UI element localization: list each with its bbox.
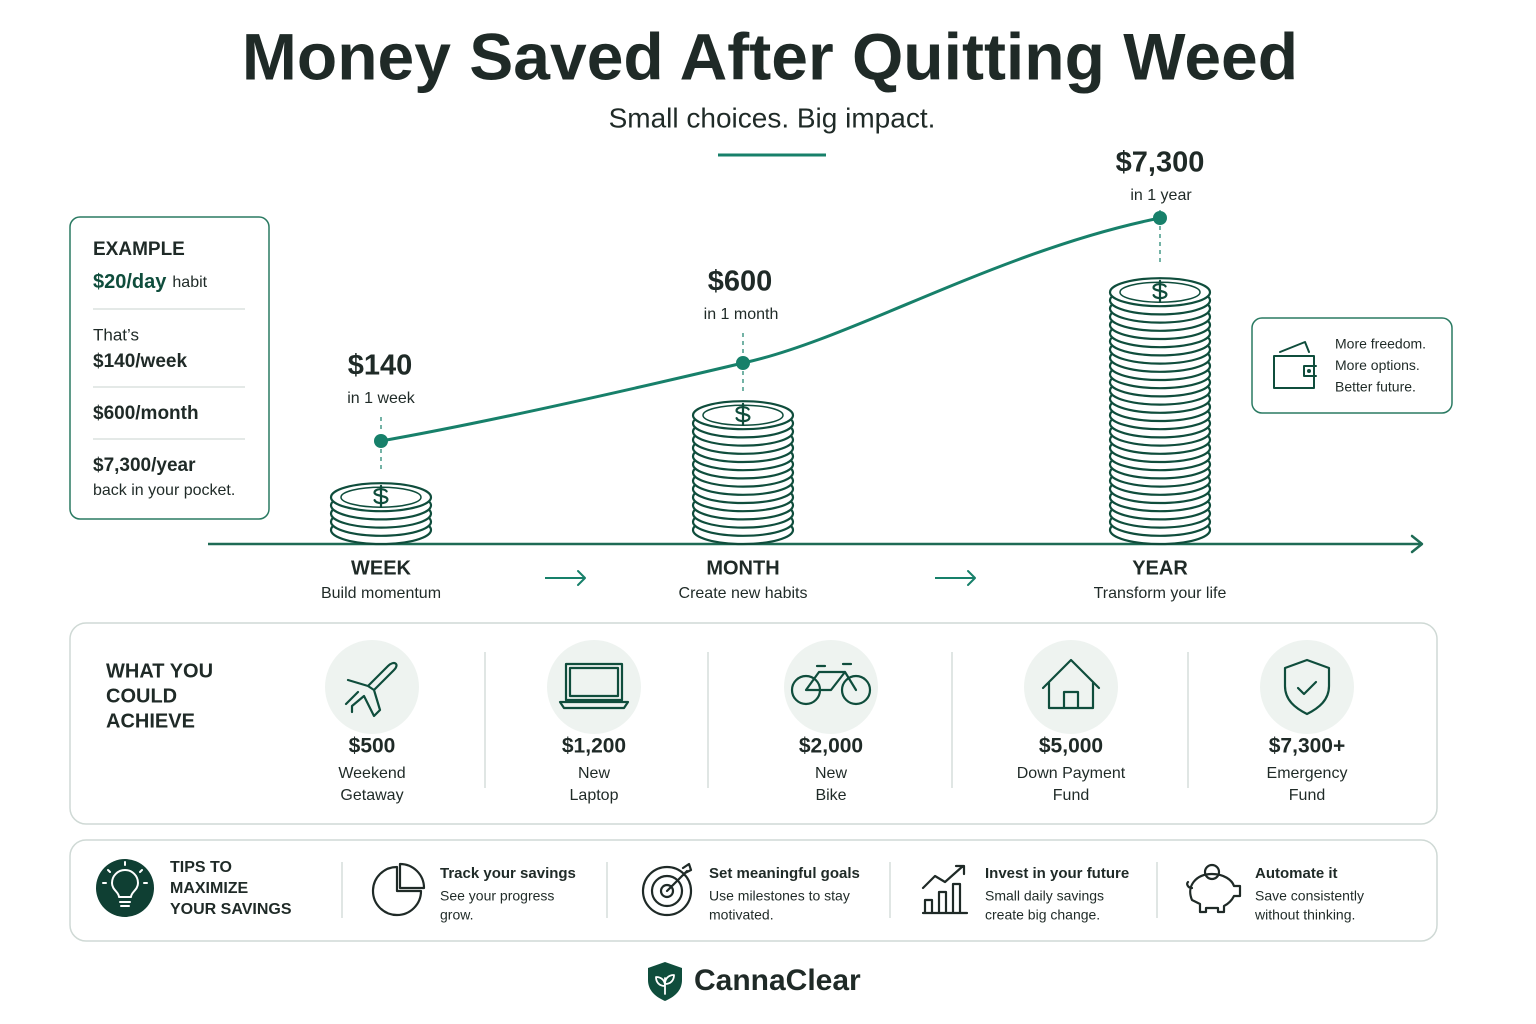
dollar-sign [735, 402, 751, 426]
brand-leaf [655, 974, 675, 995]
achieve-icon-bg [1024, 640, 1118, 734]
achieve-amount: $500 [349, 735, 396, 758]
achieve-title: ACHIEVE [106, 710, 195, 732]
achieve-icon [1283, 658, 1331, 716]
milestone-amount: $140 [348, 350, 413, 382]
milestone-dot [374, 434, 388, 448]
achieve-icon [1041, 658, 1101, 710]
achieve-label: New [815, 765, 847, 782]
tip-text: Save consistently [1255, 888, 1364, 904]
tip-title: Set meaningful goals [709, 865, 860, 882]
side-note-line: More freedom. [1335, 336, 1426, 352]
tips-title: MAXIMIZE [170, 880, 249, 897]
achieve-label: Down Payment [1017, 765, 1126, 782]
brand-name: CannaClear [694, 964, 861, 997]
dollar-sign [373, 484, 389, 508]
achieve-amount: $1,200 [562, 735, 626, 758]
side-note-line: More options. [1335, 357, 1420, 373]
tips-panel [69, 839, 1438, 942]
tip-icon [641, 862, 693, 917]
milestone-sublabel: Build momentum [321, 585, 441, 602]
bulb-icon [102, 861, 148, 907]
achieve-label: Bike [815, 787, 846, 804]
achieve-title: WHAT YOU [106, 660, 213, 682]
tip-icon [921, 864, 969, 915]
achieve-amount: $7,300+ [1269, 735, 1346, 758]
achieve-icon-bg [784, 640, 878, 734]
tip-icon [371, 862, 426, 917]
bulb-bg [96, 859, 154, 917]
tip-text: without thinking. [1254, 907, 1355, 923]
daily-suffix: habit [172, 274, 207, 291]
milestone-caption: in 1 week [347, 390, 416, 407]
subtitle: Small choices. Big impact. [609, 102, 936, 133]
side-note-box [1251, 317, 1453, 414]
tip-title: Invest in your future [985, 865, 1129, 882]
tip-icon [1186, 863, 1242, 914]
milestone-label: MONTH [706, 557, 779, 579]
tip-text: create big change. [985, 907, 1100, 923]
milestone-amount: $600 [708, 266, 773, 298]
milestone-caption: in 1 month [704, 306, 779, 323]
flow-arrow-head [967, 570, 976, 586]
achieve-amount: $2,000 [799, 735, 863, 758]
achieve-label: Fund [1053, 787, 1089, 804]
tip-title: Track your savings [440, 865, 576, 882]
flow-arrow-head [577, 570, 586, 586]
example-heading: EXAMPLE [93, 239, 185, 260]
example-note: back in your pocket. [93, 482, 235, 499]
achieve-icon-bg [547, 640, 641, 734]
milestone-sublabel: Transform your life [1094, 585, 1227, 602]
achieve-label: Getaway [340, 787, 403, 804]
achieve-icon [558, 662, 630, 710]
achieve-icon [790, 662, 872, 706]
achieve-amount: $5,000 [1039, 735, 1103, 758]
example-year: $7,300/year [93, 455, 196, 476]
tip-text: Use milestones to stay [709, 888, 850, 904]
achieve-icon-bg [325, 640, 419, 734]
milestone-label: YEAR [1132, 557, 1188, 579]
milestone-caption: in 1 year [1130, 187, 1192, 204]
tip-title: Automate it [1255, 865, 1338, 882]
axis-arrow [1410, 534, 1424, 554]
achieve-label: Fund [1289, 787, 1325, 804]
example-month: $600/month [93, 403, 199, 424]
achieve-title: COULD [106, 685, 177, 707]
wallet-icon [1273, 341, 1317, 389]
tip-text: motivated. [709, 907, 774, 923]
achieve-icon [344, 661, 398, 718]
milestone-dot [1153, 211, 1167, 225]
tips-title: TIPS TO [170, 859, 232, 876]
tip-text: See your progress [440, 888, 554, 904]
side-note-line: Better future. [1335, 379, 1416, 395]
daily-amount: $20/day [93, 271, 167, 293]
milestone-sublabel: Create new habits [679, 585, 808, 602]
milestone-label: WEEK [351, 557, 412, 579]
example-box [69, 216, 270, 520]
tip-text: Small daily savings [985, 888, 1104, 904]
example-daily: $20/day habit [93, 271, 208, 293]
example-intro: That’s [93, 325, 139, 344]
achieve-icon-bg [1260, 640, 1354, 734]
example-week: $140/week [93, 351, 187, 372]
milestone-dot [736, 356, 750, 370]
tip-text: grow. [440, 907, 473, 923]
achieve-label: New [578, 765, 610, 782]
dollar-sign [1152, 279, 1168, 303]
achieve-label: Laptop [570, 787, 619, 804]
achieve-label: Weekend [338, 765, 405, 782]
wallet-clasp [1307, 369, 1311, 373]
tips-title: YOUR SAVINGS [170, 901, 292, 918]
title: Money Saved After Quitting Weed [242, 19, 1298, 93]
achieve-panel [69, 622, 1438, 825]
milestone-amount: $7,300 [1116, 147, 1205, 179]
achieve-label: Emergency [1267, 765, 1348, 782]
